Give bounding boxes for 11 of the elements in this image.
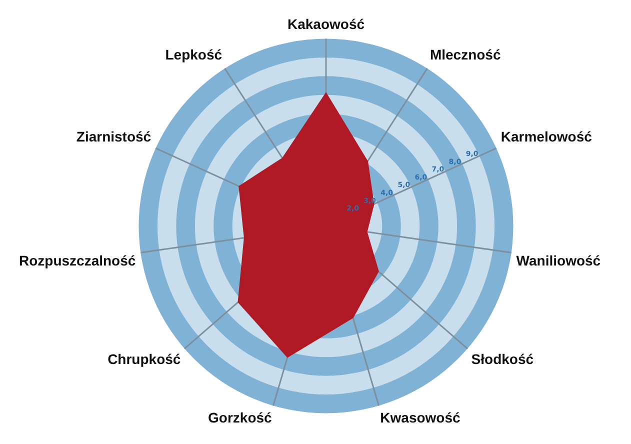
- spoke-label: Mleczność: [430, 46, 501, 63]
- spoke-label: Lepkość: [165, 46, 222, 63]
- spoke-label: Chrupkość: [108, 351, 181, 368]
- spoke-label: Rozpuszczalność: [18, 252, 136, 269]
- spoke-label: Ziarnistość: [76, 128, 152, 145]
- spoke-label: Kwasowość: [380, 410, 461, 426]
- spoke-label: Gorzkość: [208, 410, 272, 426]
- spoke-label: Waniliowość: [516, 252, 601, 269]
- spoke-label: Kakaowość: [287, 16, 365, 32]
- spoke-label: Karmelowość: [500, 128, 592, 145]
- spoke-label: Słodkość: [471, 351, 534, 368]
